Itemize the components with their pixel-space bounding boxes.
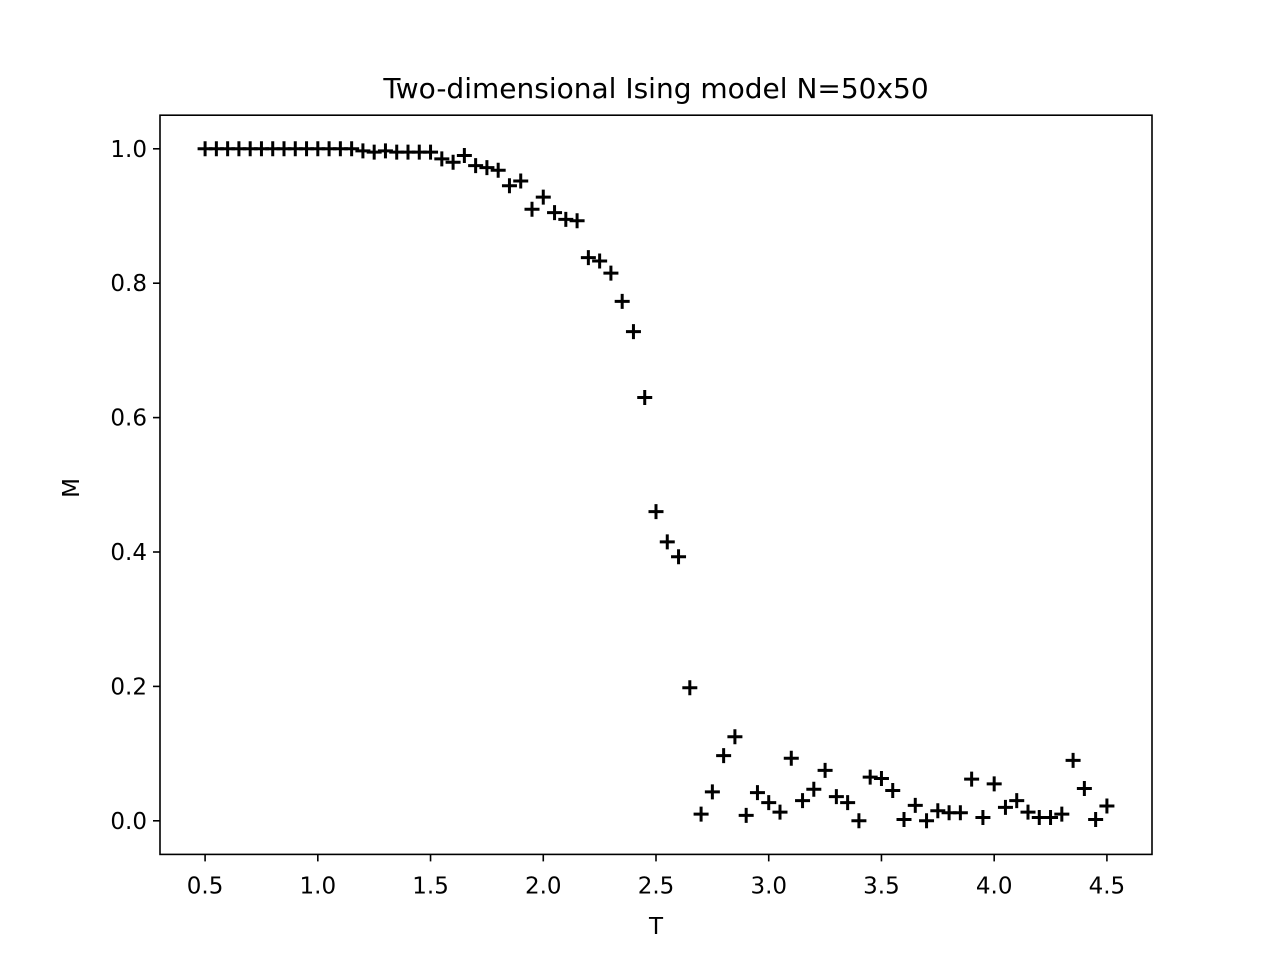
chart-title: Two-dimensional Ising model N=50x50 [382, 72, 928, 105]
data-point [592, 253, 608, 269]
data-point [423, 144, 439, 160]
data-point [727, 729, 743, 745]
data-point [828, 789, 844, 805]
x-tick-label: 4.0 [976, 873, 1013, 899]
data-point [614, 293, 630, 309]
data-point [704, 784, 720, 800]
data-point [1099, 798, 1115, 814]
x-tick-label: 3.0 [750, 873, 787, 899]
data-point [490, 162, 506, 178]
x-tick-label: 0.5 [187, 873, 224, 899]
data-point [817, 762, 833, 778]
y-tick-label: 0.0 [110, 809, 147, 835]
x-tick-label: 3.5 [863, 873, 900, 899]
data-point [997, 799, 1013, 815]
y-tick-label: 1.0 [110, 137, 147, 163]
data-point [445, 154, 461, 170]
data-point [682, 680, 698, 696]
data-point [1076, 781, 1092, 797]
y-tick-label: 0.2 [110, 674, 147, 700]
data-point [885, 783, 901, 799]
y-tick-label: 0.8 [110, 271, 147, 297]
data-point [1009, 793, 1025, 809]
data-point [840, 795, 856, 811]
x-tick-label: 2.5 [638, 873, 675, 899]
data-point [964, 771, 980, 787]
x-tick-label: 1.5 [412, 873, 449, 899]
data-point [1088, 811, 1104, 827]
data-point [716, 748, 732, 764]
data-point [468, 158, 484, 174]
y-axis-label: M [59, 478, 85, 498]
data-point [434, 151, 450, 167]
y-tick-label: 0.6 [110, 406, 147, 432]
x-axis-label: T [648, 914, 664, 940]
data-point [738, 807, 754, 823]
data-point [907, 797, 923, 813]
data-point [930, 803, 946, 819]
data-point [625, 324, 641, 340]
x-axis: 0.5 1.0 1.5 2.0 2.5 3.0 3.5 4.0 4.5 [187, 854, 1125, 899]
data-point [524, 201, 540, 217]
data-point [513, 173, 529, 189]
data-point [896, 811, 912, 827]
data-point [580, 250, 596, 266]
data-point [749, 785, 765, 801]
data-point [851, 813, 867, 829]
data-point [1020, 804, 1036, 820]
data-point [1065, 752, 1081, 768]
data-point [693, 806, 709, 822]
data-point [659, 534, 675, 550]
x-tick-label: 2.0 [525, 873, 562, 899]
data-point [873, 770, 889, 786]
y-tick-label: 0.4 [110, 540, 147, 566]
data-point [1043, 809, 1059, 825]
y-axis: 0.0 0.2 0.4 0.6 0.8 1.0 [110, 137, 160, 835]
data-point [952, 805, 968, 821]
data-point [535, 189, 551, 205]
data-point [806, 781, 822, 797]
data-point [671, 549, 687, 565]
data-point [344, 141, 360, 157]
data-point [648, 504, 664, 520]
data-point [783, 750, 799, 766]
data-point [986, 776, 1002, 792]
data-point [569, 213, 585, 229]
data-point [603, 265, 619, 281]
data-point [501, 178, 517, 194]
data-point [772, 804, 788, 820]
data-point [761, 795, 777, 811]
data-point [795, 793, 811, 809]
data-point [479, 160, 495, 176]
data-point [547, 205, 563, 221]
x-tick-label: 1.0 [300, 873, 337, 899]
data-point [919, 813, 935, 829]
data-point [456, 148, 472, 164]
data-point [1054, 806, 1070, 822]
data-point [637, 389, 653, 405]
data-points [197, 141, 1115, 829]
x-tick-label: 4.5 [1089, 873, 1126, 899]
data-point [975, 809, 991, 825]
